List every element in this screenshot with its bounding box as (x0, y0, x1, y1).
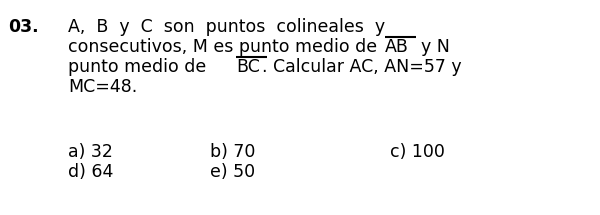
Text: consecutivos, M es punto medio de: consecutivos, M es punto medio de (68, 38, 383, 56)
Text: y N: y N (410, 38, 450, 56)
Text: 03.: 03. (8, 18, 38, 36)
Text: MC=48.: MC=48. (68, 78, 137, 96)
Text: . Calcular AC, AN=57 y: . Calcular AC, AN=57 y (262, 58, 461, 76)
Text: e) 50: e) 50 (210, 163, 255, 181)
Text: punto medio de: punto medio de (68, 58, 212, 76)
Text: b) 70: b) 70 (210, 143, 256, 161)
Text: c) 100: c) 100 (390, 143, 445, 161)
Text: BC: BC (236, 58, 260, 76)
Text: d) 64: d) 64 (68, 163, 113, 181)
Text: A,  B  y  C  son  puntos  colineales  y: A, B y C son puntos colineales y (68, 18, 385, 36)
Text: a) 32: a) 32 (68, 143, 113, 161)
Text: AB: AB (385, 38, 409, 56)
